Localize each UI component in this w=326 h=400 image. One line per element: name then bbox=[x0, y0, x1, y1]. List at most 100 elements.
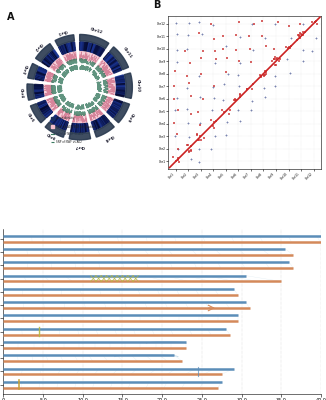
Polygon shape bbox=[47, 55, 54, 61]
Text: SNP of NWF vs A02: SNP of NWF vs A02 bbox=[56, 140, 82, 144]
Point bbox=[277, 56, 283, 62]
Polygon shape bbox=[116, 93, 124, 96]
Polygon shape bbox=[116, 94, 124, 97]
Text: NWF vs A02 SNV distribution: NWF vs A02 SNV distribution bbox=[56, 125, 96, 129]
Point bbox=[224, 132, 229, 138]
Polygon shape bbox=[107, 111, 114, 117]
Polygon shape bbox=[96, 120, 100, 128]
Point bbox=[301, 32, 306, 38]
Point bbox=[175, 156, 181, 163]
Polygon shape bbox=[75, 124, 77, 132]
Polygon shape bbox=[116, 92, 125, 95]
Point bbox=[271, 46, 276, 52]
Point bbox=[176, 159, 182, 166]
Point bbox=[175, 59, 180, 66]
Point bbox=[263, 69, 268, 76]
Polygon shape bbox=[62, 121, 66, 129]
Polygon shape bbox=[67, 43, 70, 52]
Polygon shape bbox=[94, 45, 98, 53]
Point bbox=[211, 124, 216, 131]
Point bbox=[184, 73, 189, 80]
Polygon shape bbox=[68, 43, 71, 52]
Polygon shape bbox=[93, 121, 97, 129]
Polygon shape bbox=[58, 47, 63, 54]
Polygon shape bbox=[114, 100, 122, 104]
Point bbox=[172, 107, 178, 113]
Point bbox=[261, 72, 266, 78]
Point bbox=[175, 107, 181, 114]
Point bbox=[236, 58, 241, 64]
Point bbox=[273, 54, 278, 60]
Polygon shape bbox=[30, 104, 46, 123]
Point bbox=[233, 97, 238, 104]
Point bbox=[300, 21, 305, 28]
Point bbox=[220, 46, 226, 52]
Polygon shape bbox=[35, 94, 43, 96]
Polygon shape bbox=[99, 49, 105, 56]
Point bbox=[284, 44, 289, 50]
Point bbox=[264, 71, 269, 77]
Polygon shape bbox=[60, 46, 64, 54]
Point bbox=[188, 143, 194, 149]
Polygon shape bbox=[53, 50, 59, 57]
Point bbox=[198, 120, 203, 127]
Point bbox=[288, 70, 293, 76]
Point bbox=[186, 80, 191, 86]
Polygon shape bbox=[66, 44, 69, 52]
Point bbox=[231, 97, 237, 104]
Polygon shape bbox=[74, 124, 76, 132]
Polygon shape bbox=[36, 96, 44, 98]
Polygon shape bbox=[95, 120, 99, 128]
Polygon shape bbox=[52, 116, 58, 124]
Polygon shape bbox=[98, 118, 104, 126]
Polygon shape bbox=[44, 59, 51, 64]
Polygon shape bbox=[88, 43, 92, 52]
Point bbox=[300, 46, 305, 53]
Polygon shape bbox=[100, 118, 105, 125]
Polygon shape bbox=[116, 89, 125, 90]
Point bbox=[276, 58, 281, 65]
Polygon shape bbox=[51, 52, 56, 59]
Polygon shape bbox=[46, 57, 52, 63]
Point bbox=[201, 134, 206, 141]
Polygon shape bbox=[112, 105, 120, 110]
Polygon shape bbox=[42, 107, 49, 112]
Point bbox=[200, 31, 205, 38]
Polygon shape bbox=[42, 108, 50, 114]
Polygon shape bbox=[50, 115, 56, 122]
Text: Gene density: Gene density bbox=[56, 116, 75, 120]
Text: Chr1: Chr1 bbox=[57, 28, 68, 35]
Polygon shape bbox=[44, 85, 53, 96]
Point bbox=[262, 85, 267, 92]
Polygon shape bbox=[50, 58, 64, 72]
Point bbox=[300, 28, 305, 35]
Polygon shape bbox=[108, 110, 115, 116]
Point bbox=[287, 44, 292, 50]
Polygon shape bbox=[97, 120, 101, 127]
Polygon shape bbox=[41, 106, 49, 112]
Polygon shape bbox=[113, 69, 122, 73]
Point bbox=[209, 107, 215, 113]
Point bbox=[195, 137, 200, 143]
Point bbox=[185, 106, 190, 112]
Text: Chr8: Chr8 bbox=[103, 134, 114, 142]
Polygon shape bbox=[53, 117, 59, 125]
Point bbox=[224, 55, 230, 61]
Polygon shape bbox=[40, 105, 48, 110]
Polygon shape bbox=[62, 45, 66, 53]
Polygon shape bbox=[96, 47, 101, 55]
Polygon shape bbox=[56, 118, 61, 126]
Point bbox=[287, 45, 292, 52]
Point bbox=[223, 43, 228, 50]
Point bbox=[237, 118, 242, 124]
Polygon shape bbox=[77, 124, 78, 132]
Polygon shape bbox=[36, 44, 53, 62]
Polygon shape bbox=[63, 45, 67, 53]
Point bbox=[273, 20, 278, 27]
Point bbox=[226, 71, 231, 77]
Point bbox=[249, 98, 254, 104]
Polygon shape bbox=[46, 112, 52, 118]
Polygon shape bbox=[107, 56, 113, 63]
Polygon shape bbox=[37, 72, 45, 75]
Polygon shape bbox=[90, 44, 94, 52]
